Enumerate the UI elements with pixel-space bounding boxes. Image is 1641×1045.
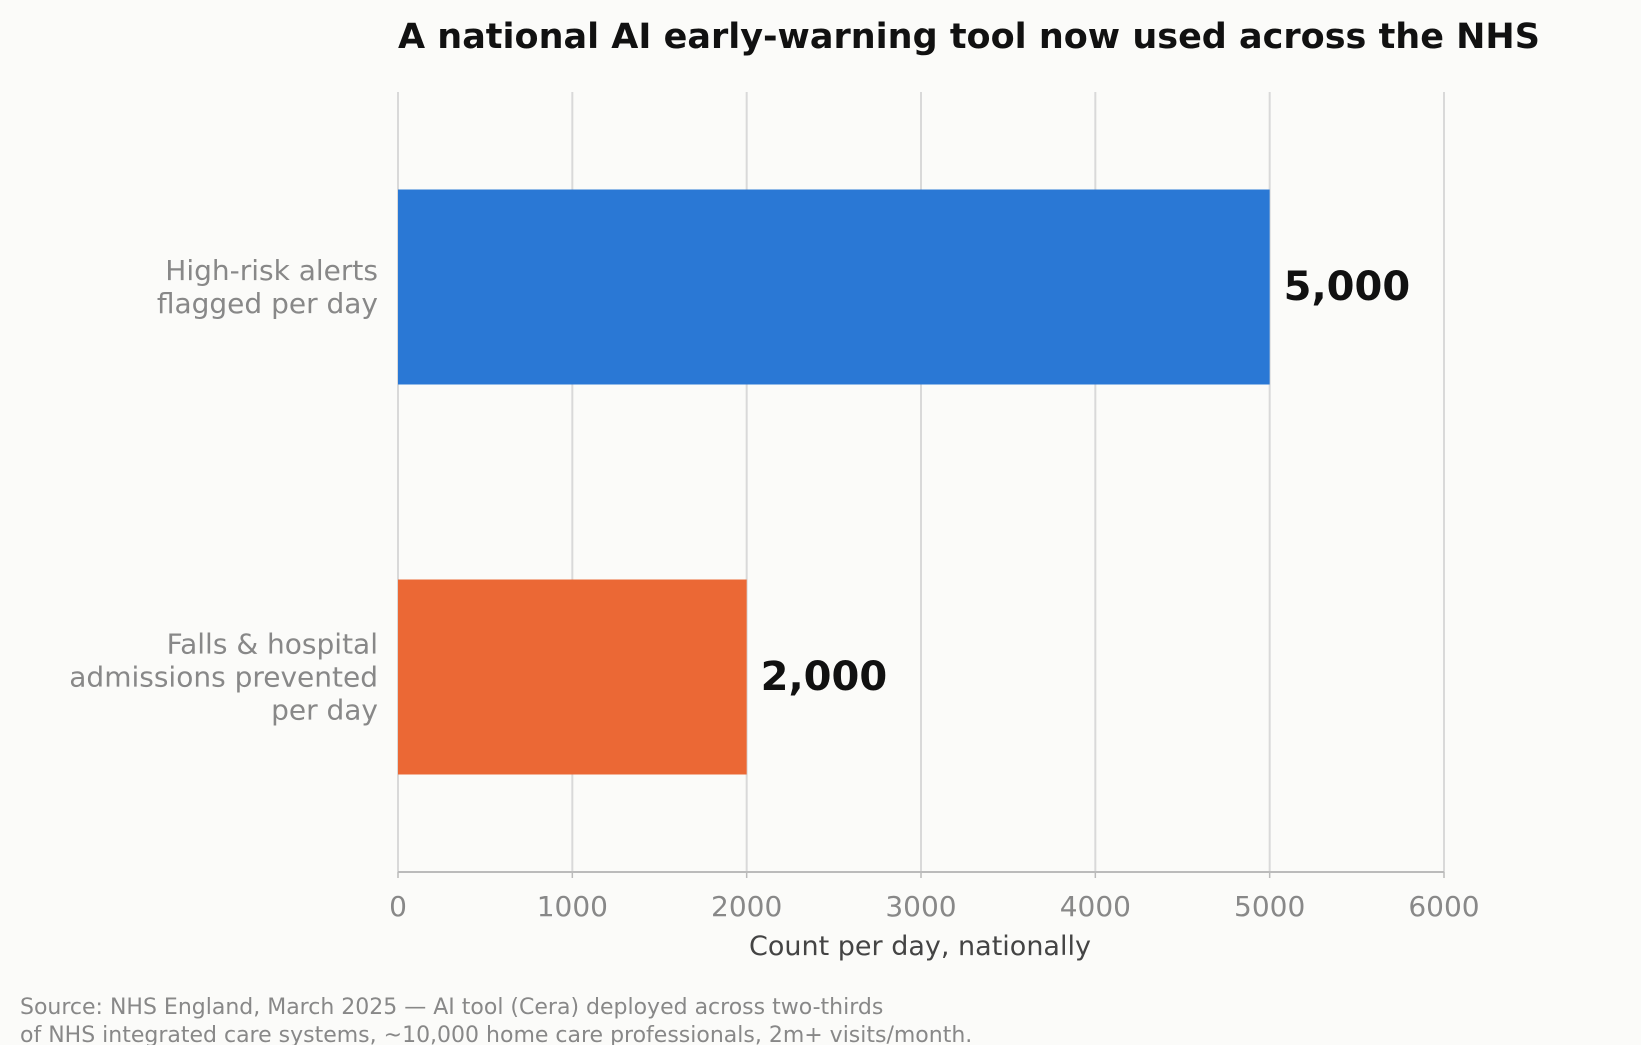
- data-labels: 5,000 2,000: [761, 264, 1411, 700]
- y-axis-labels: High-risk alerts flagged per day Falls & h…: [69, 254, 378, 727]
- source-note-line-1: Source: NHS England, March 2025 — AI too…: [20, 995, 883, 1020]
- x-tick-label: 5000: [1234, 890, 1305, 923]
- x-tick-label: 6000: [1408, 890, 1479, 923]
- y-tick-label: High-risk alerts flagged per day: [157, 254, 378, 320]
- bar-value-label: 5,000: [1284, 264, 1411, 310]
- bar: [398, 579, 747, 775]
- x-tick-label: 0: [389, 890, 407, 923]
- chart-title: A national AI early-warning tool now use…: [398, 17, 1540, 57]
- bar: [398, 189, 1270, 385]
- y-tick-label: Falls & hospital admissions prevented per …: [69, 628, 378, 727]
- x-tick-label: 1000: [537, 890, 608, 923]
- source-note-line-2: of NHS integrated care systems, ~10,000 …: [20, 1023, 972, 1045]
- x-tick-label: 3000: [885, 890, 956, 923]
- x-tick-label: 4000: [1060, 890, 1131, 923]
- x-axis: 0 1000 2000 3000 4000 5000 6000: [389, 871, 1480, 923]
- x-axis-label: Count per day, nationally: [749, 931, 1091, 962]
- x-tick-label: 2000: [711, 890, 782, 923]
- bar-value-label: 2,000: [761, 654, 888, 700]
- bars: [398, 189, 1270, 775]
